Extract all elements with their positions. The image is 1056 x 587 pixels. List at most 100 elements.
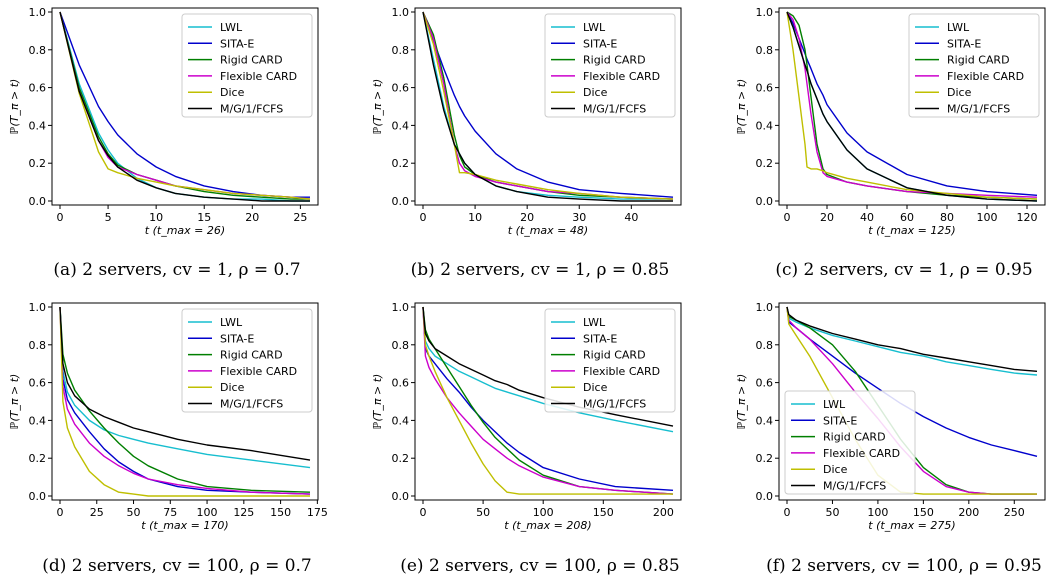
plot-frame [51,7,319,206]
y-tick-label: 0.4 [756,414,774,427]
y-tick-label: 0.0 [756,195,774,208]
x-tick-label: 100 [197,506,218,519]
legend-label: M/G/1/FCFS [823,480,886,493]
legend-box [544,13,676,118]
y-tick-label: 0.0 [29,490,47,503]
series-line-dice [422,306,673,495]
x-tick-label: 40 [624,211,638,224]
x-tick-label: 125 [233,506,254,519]
y-tick-label: 0.8 [756,44,774,57]
y-tick-label: 0.2 [29,157,47,170]
legend: LWL SITA-E Rigid CARD Flexible CARD Dice M/G/… [544,308,676,413]
chart-panel-3: 0.0 0.2 0.4 0.6 0.8 1.0 0 20 40 60 80 100 120 t (t_ma… [735,6,1046,280]
y-tick-label: 1.0 [392,301,410,314]
x-tick-label: 80 [940,211,954,224]
x-tick-label: 10 [149,211,163,224]
y-tick-label: 1.0 [756,6,774,19]
legend-label: LWL [947,21,970,34]
legend-box [181,308,313,413]
y-tick-label: 1.0 [29,6,47,19]
y-tick-label: 0.6 [29,377,47,390]
legend-label: SITA-E [220,37,254,50]
x-tick-label: 120 [1017,211,1038,224]
legend-label: Flexible CARD [220,365,297,378]
y-tick-label: 0.8 [29,44,47,57]
x-tick-label: 20 [520,211,534,224]
legend-label: LWL [583,316,606,329]
legend-label: Dice [220,86,245,99]
legend-label: LWL [583,21,606,34]
legend-label: Flexible CARD [947,70,1024,83]
series-line-lwl [59,306,311,469]
legend-label: M/G/1/FCFS [583,103,646,116]
chart-panel-6: 0.0 0.2 0.4 0.6 0.8 1.0 0 50 100 150 200 250 t (t_ma… [735,301,1046,576]
x-tick-label: 0 [420,506,427,519]
legend: LWL SITA-E Rigid CARD Flexible CARD Dice M/G/… [784,390,916,495]
x-axis-label: t (t_max = 26) [145,224,225,237]
x-tick-label: 0 [784,506,791,519]
figure-caption: (f) 2 servers, cv = 100, ρ = 0.95 [766,556,1042,576]
x-tick-label: 100 [533,506,554,519]
series-line-flexible-card [59,306,311,495]
series-line-sita-e [59,306,311,495]
figure-caption: (c) 2 servers, cv = 1, ρ = 0.95 [775,260,1032,280]
x-tick-label: 0 [57,211,64,224]
legend: LWL SITA-E Rigid CARD Flexible CARD Dice M/G/… [181,13,313,118]
x-tick-label: 20 [245,211,259,224]
series-line-rigid-card [59,306,311,493]
plot-frame [414,302,682,501]
x-axis-label: t (t_max = 48) [508,224,588,237]
y-tick-label: 0.8 [756,339,774,352]
series-line-dice [59,11,311,200]
y-tick-label: 1.0 [392,6,410,19]
series-line-sita-e [786,11,1038,196]
series-line-m-g-1-fcfs [422,11,673,202]
legend-label: LWL [823,398,846,411]
legend: LWL SITA-E Rigid CARD Flexible CARD Dice M/G/… [181,308,313,413]
y-tick-label: 0.2 [29,452,47,465]
legend-label: Rigid CARD [583,349,646,362]
x-tick-label: 30 [572,211,586,224]
plot-frame [778,302,1046,501]
x-tick-label: 0 [420,211,427,224]
series-line-m-g-1-fcfs [59,306,311,461]
y-axis-label: ℙ(T_π > t) [371,79,384,135]
x-tick-label: 25 [90,506,104,519]
y-tick-label: 0.6 [392,377,410,390]
x-tick-label: 100 [867,506,888,519]
figure-caption: (d) 2 servers, cv = 100, ρ = 0.7 [42,556,312,576]
chart-panel-2: 0.0 0.2 0.4 0.6 0.8 1.0 0 10 20 30 40 t (t_max = 48… [371,6,682,280]
y-tick-label: 0.4 [29,119,47,132]
legend-box [784,390,916,495]
y-tick-label: 0.2 [392,157,410,170]
x-tick-label: 100 [977,211,998,224]
legend-label: M/G/1/FCFS [947,103,1010,116]
y-axis-label: ℙ(T_π > t) [8,79,21,135]
y-tick-label: 0.0 [392,195,410,208]
y-tick-label: 0.6 [756,377,774,390]
y-tick-label: 1.0 [29,301,47,314]
legend-label: LWL [220,316,243,329]
legend-label: SITA-E [583,37,617,50]
legend: LWL SITA-E Rigid CARD Flexible CARD Dice M/G/… [908,13,1040,118]
legend-label: Flexible CARD [583,70,660,83]
x-tick-label: 10 [468,211,482,224]
series-line-sita-e [422,306,674,491]
series-line-sita-e [422,11,674,198]
y-tick-label: 0.0 [392,490,410,503]
legend-label: Dice [947,86,972,99]
x-tick-label: 0 [784,211,791,224]
legend-label: Flexible CARD [220,70,297,83]
x-tick-label: 5 [105,211,112,224]
plot-frame [414,7,682,206]
y-tick-label: 0.0 [29,195,47,208]
y-axis-label: ℙ(T_π > t) [735,79,748,135]
x-tick-label: 150 [270,506,291,519]
series-line-flexible-card [422,306,674,495]
legend-label: Dice [823,463,848,476]
legend-label: Rigid CARD [823,431,886,444]
plot-frame [51,302,319,501]
x-tick-label: 75 [163,506,177,519]
x-axis-label: t (t_max = 170) [141,519,228,532]
